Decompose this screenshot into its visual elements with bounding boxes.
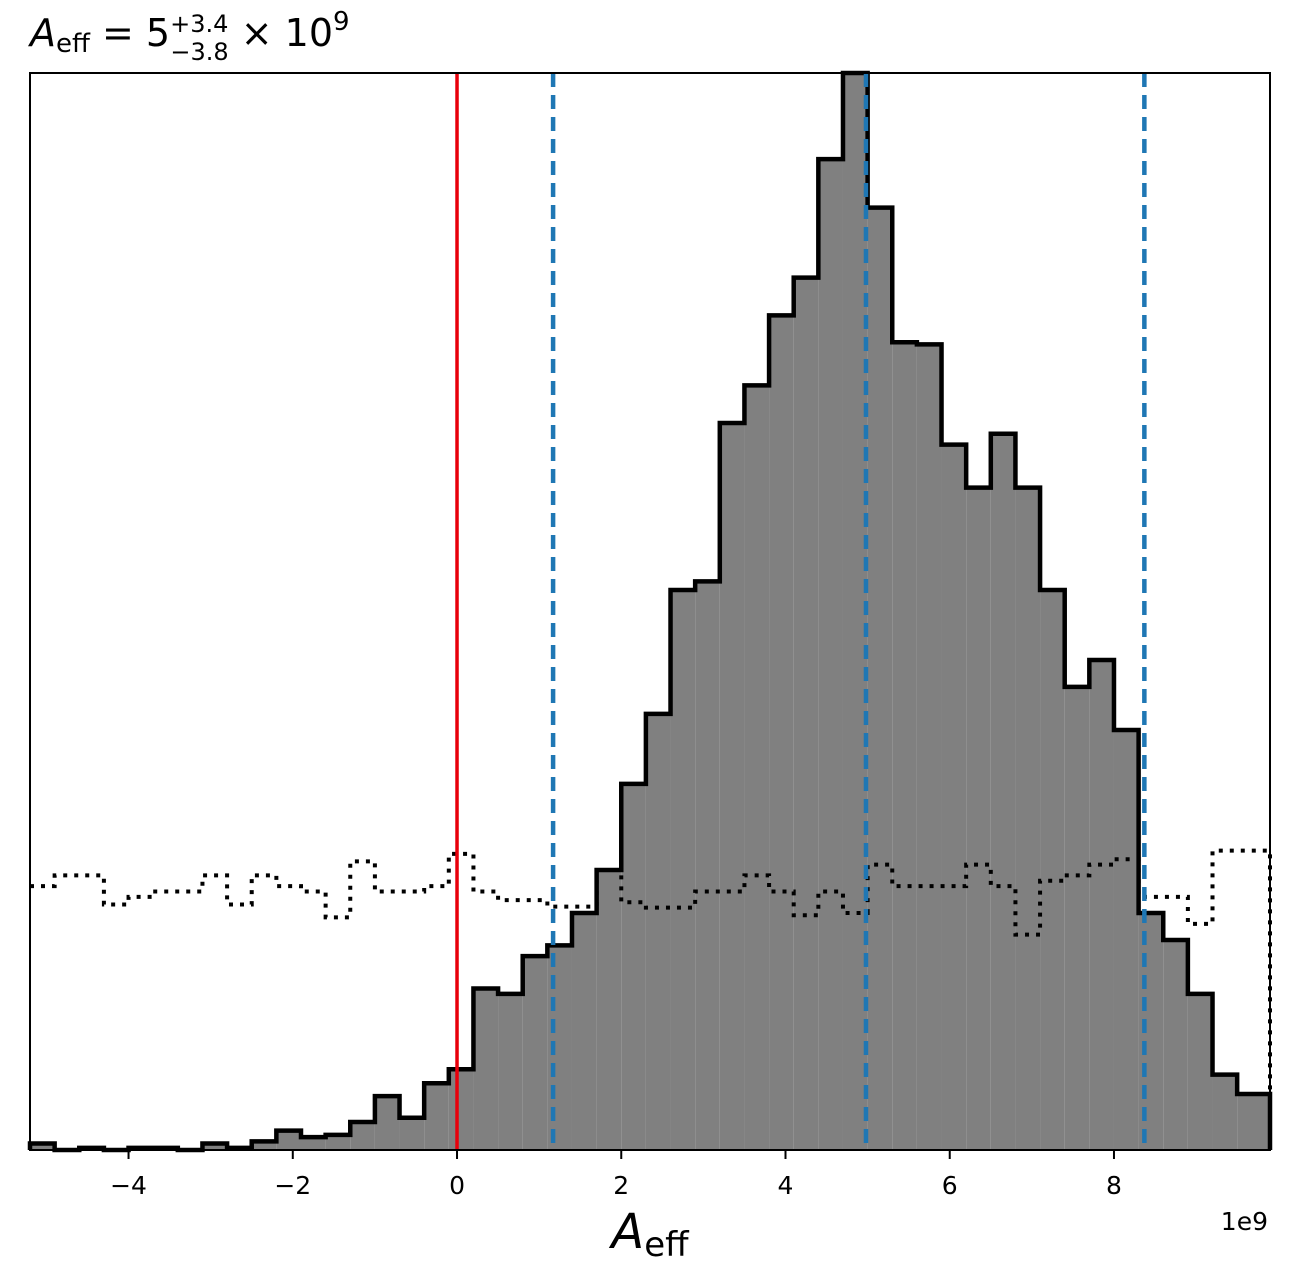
title-sub: −3.8 [170, 38, 228, 66]
x-tick-label: 0 [449, 1171, 465, 1200]
posterior-bar [1040, 589, 1065, 1150]
posterior-bar [1187, 993, 1213, 1150]
posterior-bar [695, 581, 720, 1150]
x-tick-label: 4 [778, 1171, 794, 1200]
x-tick-label: 6 [942, 1171, 958, 1200]
title-symbol: A [27, 11, 56, 55]
x-axis-label: Aeff [608, 1204, 690, 1265]
posterior-bar [867, 207, 893, 1150]
posterior-bar [916, 344, 942, 1150]
posterior-bar [498, 993, 523, 1150]
title-sup: +3.4 [170, 10, 228, 38]
x-ticks: −4 −2 0 2 4 6 8 [110, 1150, 1122, 1200]
axes-frame [29, 72, 1271, 1151]
posterior-bar [1237, 1093, 1270, 1150]
posterior-bar [793, 277, 819, 1150]
posterior-bar [842, 73, 868, 1150]
title-eq: = 5 [90, 11, 170, 55]
title-times: × 10 [229, 11, 333, 55]
posterior-bar [1113, 729, 1139, 1150]
posterior-bar [1064, 686, 1090, 1150]
posterior-bar [276, 1130, 301, 1150]
posterior-bar [1015, 487, 1041, 1150]
posterior-bar [1163, 939, 1188, 1150]
posterior-bar [621, 783, 646, 1150]
posterior-bar [1212, 1074, 1238, 1150]
posterior-bar [1089, 659, 1114, 1150]
posterior-bar [424, 1083, 449, 1150]
posterior-bar [350, 1121, 375, 1150]
posterior-bar [448, 1069, 474, 1150]
posterior-bar [473, 988, 499, 1150]
posterior-bar [645, 713, 671, 1150]
posterior-bar [300, 1137, 326, 1150]
posterior-bar [966, 487, 991, 1150]
posterior-bar [818, 159, 843, 1150]
posterior-bar [202, 1143, 228, 1150]
posterior-bar [596, 869, 622, 1150]
posterior-bar [990, 433, 1016, 1150]
posterior-bar [571, 913, 597, 1150]
posterior-bar [522, 956, 548, 1150]
chart-title: Aeff = 5+3.4 −3.8 × 109 [27, 7, 350, 66]
posterior-bar [744, 385, 770, 1151]
posterior-outline [27, 70, 1273, 1153]
posterior-bar [941, 444, 967, 1150]
posterior-bar [251, 1141, 277, 1150]
x-axis-label-symbol: A [608, 1204, 644, 1260]
x-offset-label: 1e9 [1221, 1207, 1268, 1236]
title-symbol-sub: eff [56, 29, 91, 59]
posterior-bar [325, 1134, 351, 1150]
posterior-bar [30, 1143, 55, 1150]
posterior-bar [769, 315, 794, 1150]
posterior-bar [670, 589, 696, 1150]
x-axis-label-sub: eff [644, 1225, 690, 1265]
posterior-bar [374, 1096, 400, 1150]
posterior-bar [399, 1117, 425, 1150]
x-tick-label: −4 [110, 1171, 147, 1200]
posterior-bar [892, 342, 917, 1150]
x-tick-label: −2 [274, 1171, 311, 1200]
posterior-bar [719, 423, 745, 1150]
x-tick-label: 2 [613, 1171, 629, 1200]
plot-area [27, 70, 1273, 1153]
x-tick-label: 8 [1106, 1171, 1122, 1200]
title-exp: 9 [333, 7, 350, 37]
